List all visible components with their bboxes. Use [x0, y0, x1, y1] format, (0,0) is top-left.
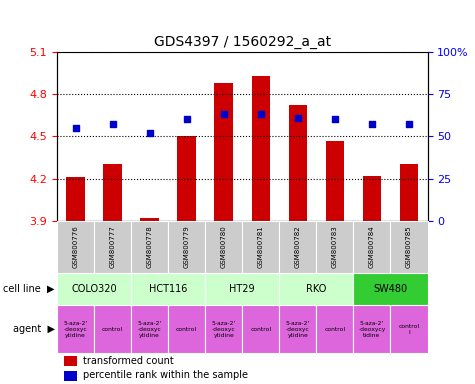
Text: control: control	[324, 327, 345, 332]
Point	[146, 130, 153, 136]
Bar	[57, 273, 131, 305]
Bar	[279, 273, 353, 305]
Text: HT29: HT29	[229, 284, 255, 294]
Text: RKO: RKO	[306, 284, 326, 294]
Text: 5-aza-2'
-deoxycy
tidine: 5-aza-2' -deoxycy tidine	[358, 321, 386, 338]
Text: COLO320: COLO320	[71, 284, 117, 294]
Bar	[390, 221, 428, 273]
Point	[109, 121, 116, 127]
Bar	[168, 221, 205, 273]
Title: GDS4397 / 1560292_a_at: GDS4397 / 1560292_a_at	[154, 35, 331, 50]
Bar	[131, 273, 205, 305]
Text: SW480: SW480	[373, 284, 408, 294]
Bar	[65, 356, 77, 366]
Point	[183, 116, 190, 122]
Bar	[390, 305, 428, 353]
Bar	[104, 164, 122, 384]
Bar	[242, 305, 279, 353]
Bar	[94, 221, 131, 273]
Text: 5-aza-2'
-deoxyc
ytidine: 5-aza-2' -deoxyc ytidine	[286, 321, 310, 338]
Bar	[289, 105, 307, 384]
Bar	[279, 221, 316, 273]
Bar	[353, 273, 428, 305]
Text: 5-aza-2'
-deoxyc
ytidine: 5-aza-2' -deoxyc ytidine	[212, 321, 236, 338]
Bar	[131, 305, 168, 353]
Bar	[363, 176, 381, 384]
Text: 5-aza-2'
-deoxyc
ytidine: 5-aza-2' -deoxyc ytidine	[138, 321, 162, 338]
Text: GSM800776: GSM800776	[73, 225, 78, 268]
Point	[405, 121, 413, 127]
Point	[72, 125, 79, 131]
Text: GSM800781: GSM800781	[258, 225, 264, 268]
Bar	[141, 218, 159, 384]
Text: GSM800783: GSM800783	[332, 225, 338, 268]
Point	[294, 115, 302, 121]
Text: percentile rank within the sample: percentile rank within the sample	[83, 371, 248, 381]
Text: 5-aza-2'
-deoxyc
ytidine: 5-aza-2' -deoxyc ytidine	[64, 321, 87, 338]
Bar	[57, 305, 94, 353]
Bar	[65, 371, 77, 381]
Text: HCT116: HCT116	[149, 284, 187, 294]
Point	[257, 111, 265, 118]
Bar	[252, 76, 270, 384]
Text: GSM800778: GSM800778	[147, 225, 152, 268]
Bar	[316, 305, 353, 353]
Text: transformed count: transformed count	[83, 356, 174, 366]
Text: cell line  ▶: cell line ▶	[3, 284, 55, 294]
Text: control: control	[176, 327, 197, 332]
Bar	[205, 221, 242, 273]
Bar	[178, 136, 196, 384]
Bar	[353, 221, 390, 273]
Text: GSM800785: GSM800785	[406, 225, 412, 268]
Bar	[66, 177, 85, 384]
Text: GSM800780: GSM800780	[221, 225, 227, 268]
Text: GSM800784: GSM800784	[369, 225, 375, 268]
Bar	[353, 305, 390, 353]
Bar	[242, 221, 279, 273]
Bar	[131, 221, 168, 273]
Bar	[279, 305, 316, 353]
Text: control: control	[102, 327, 123, 332]
Text: control: control	[250, 327, 271, 332]
Bar	[316, 221, 353, 273]
Bar	[57, 221, 94, 273]
Text: GSM800782: GSM800782	[295, 225, 301, 268]
Text: control
l: control l	[399, 324, 419, 335]
Text: GSM800777: GSM800777	[110, 225, 115, 268]
Bar	[94, 305, 131, 353]
Bar	[400, 164, 418, 384]
Bar	[205, 273, 279, 305]
Point	[331, 116, 339, 122]
Bar	[326, 141, 344, 384]
Point	[368, 121, 376, 127]
Bar	[205, 305, 242, 353]
Text: agent  ▶: agent ▶	[13, 324, 55, 334]
Bar	[168, 305, 205, 353]
Point	[220, 111, 228, 118]
Text: GSM800779: GSM800779	[184, 225, 190, 268]
Bar	[215, 83, 233, 384]
